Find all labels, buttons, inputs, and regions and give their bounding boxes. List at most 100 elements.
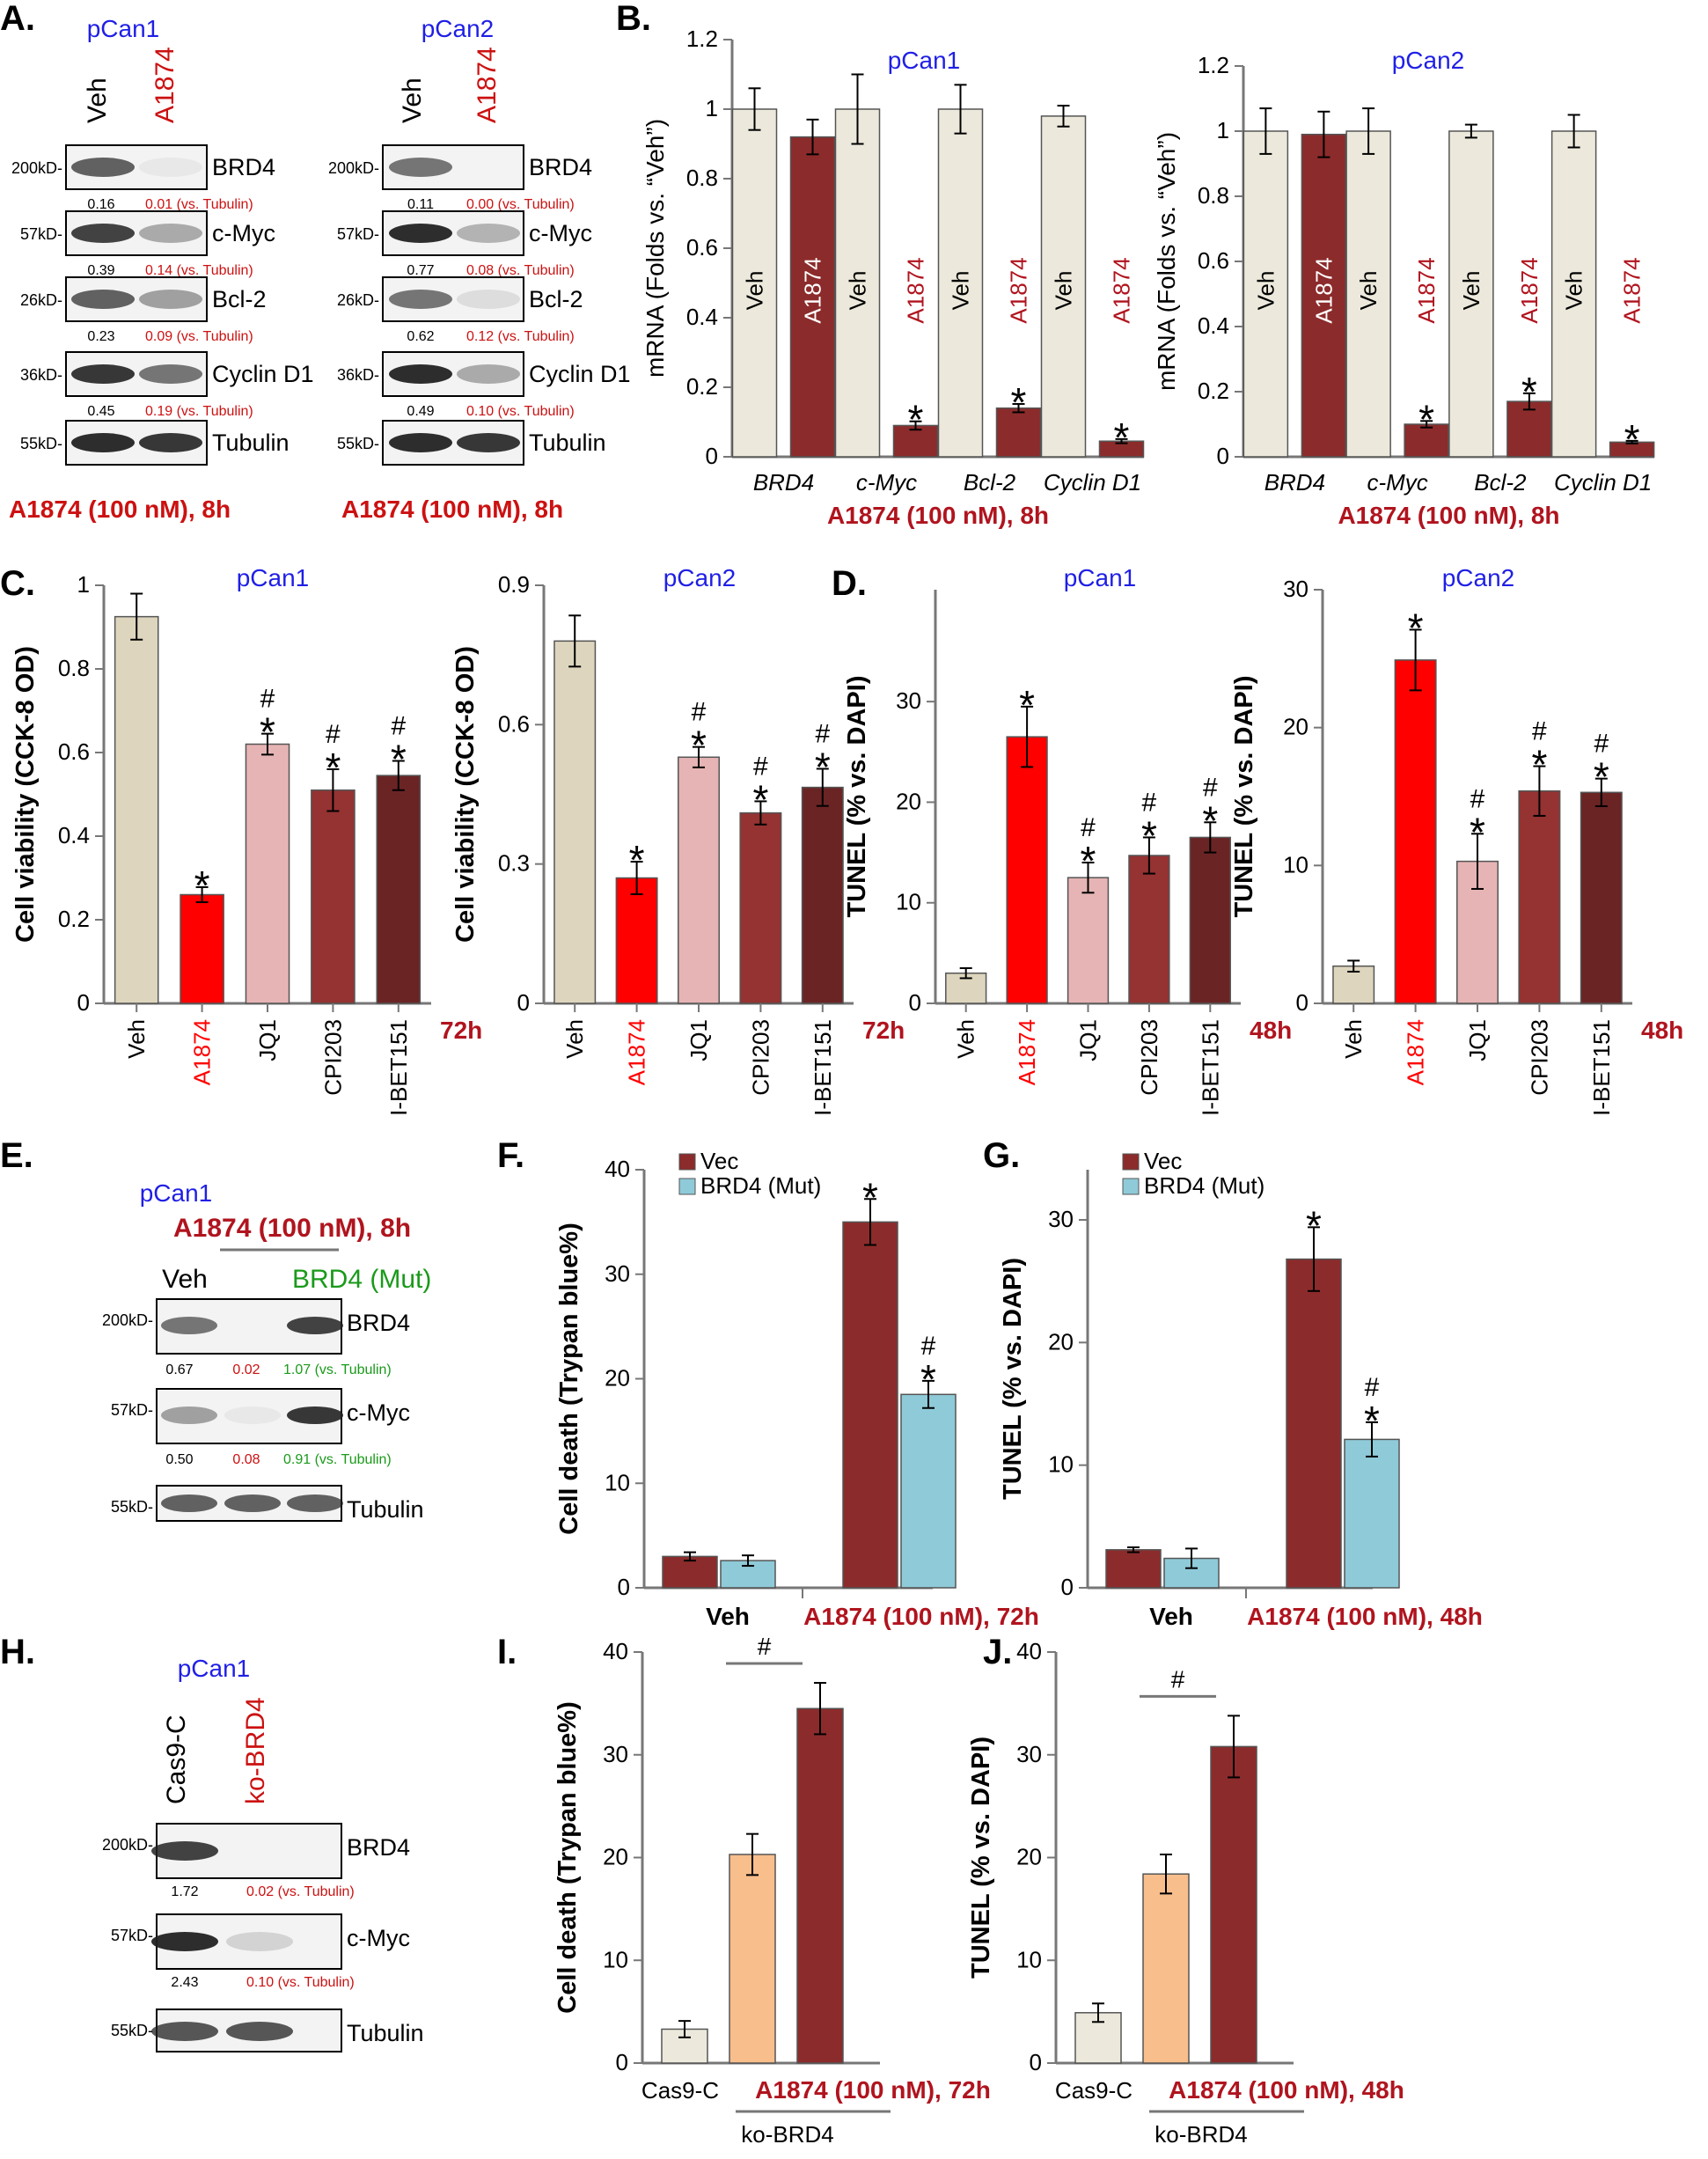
y-tick-label: 30 <box>603 1741 628 1767</box>
y-tick-label: 30 <box>605 1260 630 1287</box>
quant-value: 0.50 <box>165 1452 193 1467</box>
x-axis-title: A1874 (100 nM), 8h <box>1338 502 1559 529</box>
panel-letter: H. <box>0 1633 35 1671</box>
y-axis-label: TUNEL (% vs. DAPI) <box>999 1258 1027 1500</box>
significance-hash: # <box>1171 1665 1185 1693</box>
y-tick-label: 0 <box>616 2049 628 2075</box>
y-tick-label: 1 <box>1217 117 1229 143</box>
blot-band <box>71 224 135 243</box>
bar <box>900 1393 957 1589</box>
y-axis-label: TUNEL (% vs. DAPI) <box>967 1737 995 1979</box>
bar <box>1518 789 1561 1004</box>
y-tick-label: 40 <box>1016 1638 1042 1664</box>
y-tick-label: 40 <box>605 1156 630 1182</box>
x-tick-label: A1874 <box>1403 1019 1429 1085</box>
y-tick-label: 1.2 <box>1198 52 1229 78</box>
y-tick-label: 20 <box>896 788 921 814</box>
blot-band <box>226 2022 293 2041</box>
time-label: 72h <box>862 1017 905 1044</box>
bar <box>1580 791 1623 1004</box>
quant-value: 0.62 <box>407 329 434 344</box>
y-tick-label: 0 <box>1030 2049 1042 2075</box>
bar-label: A1874 <box>1516 257 1543 323</box>
bar <box>1142 1873 1190 2064</box>
y-tick-label: 0.6 <box>686 234 718 261</box>
y-tick-label: 0 <box>1217 443 1229 469</box>
bar <box>842 1221 898 1589</box>
quant-value: 0.02 <box>232 1362 260 1377</box>
bar <box>114 615 159 1004</box>
mw-marker: 55kD- <box>20 435 62 452</box>
y-axis-label: Cell death (Trypan blue%) <box>555 1223 583 1535</box>
significance-hash: # <box>1365 1373 1380 1402</box>
blot-title: pCan2 <box>422 15 495 42</box>
bar <box>1404 423 1449 458</box>
blot-band <box>151 1932 218 1951</box>
x-tick-label: CPI203 <box>1526 1019 1552 1096</box>
lane-label: Veh <box>162 1265 208 1294</box>
bar-label: A1874 <box>1310 257 1337 323</box>
y-tick-label: 30 <box>1016 1741 1042 1767</box>
x-tick-label: CPI203 <box>747 1019 773 1096</box>
blot-band <box>139 433 202 452</box>
x-tick-label: BRD4 <box>1265 469 1325 496</box>
blot-band <box>139 364 202 384</box>
significance-hash: # <box>758 1633 772 1660</box>
significance-star: * <box>194 863 210 908</box>
panel-letter: J. <box>983 1633 1012 1671</box>
x-tick-label: A1874 <box>624 1019 650 1085</box>
y-tick-label: 20 <box>1016 1844 1042 1870</box>
mw-marker: 55kD- <box>111 1498 153 1516</box>
bar <box>376 775 422 1004</box>
quant-value: 0.23 <box>87 329 114 344</box>
blot-title: pCan1 <box>140 1179 213 1207</box>
y-tick-label: 0.4 <box>58 822 90 848</box>
bar <box>801 786 844 1004</box>
blot-band <box>287 1406 343 1424</box>
y-axis-label: TUNEL (% vs. DAPI) <box>843 675 871 917</box>
bar <box>1243 130 1289 458</box>
y-tick-label: 0 <box>706 443 718 469</box>
blot-band <box>457 364 520 384</box>
x-tick-label: JQ1 <box>685 1019 712 1061</box>
blot-band <box>161 1317 217 1334</box>
protein-label: c-Myc <box>347 1399 410 1426</box>
y-tick-label: 0.2 <box>686 373 718 400</box>
bar <box>796 1707 844 2064</box>
bar-label: A1874 <box>1619 257 1646 323</box>
quant-value: 0.00 (vs. Tubulin) <box>466 197 575 212</box>
blot-footer: A1874 (100 nM), 8h <box>9 496 231 523</box>
mw-marker: 55kD- <box>337 435 379 452</box>
blot-band <box>139 224 202 243</box>
quant-value: 0.09 (vs. Tubulin) <box>145 329 253 344</box>
significance-hash: # <box>815 719 830 748</box>
x-tick-label: BRD4 <box>753 469 814 496</box>
y-tick-label: 0.8 <box>58 655 90 681</box>
chart-title: pCan2 <box>1392 47 1465 74</box>
legend-label: BRD4 (Mut) <box>1144 1172 1265 1199</box>
significance-hash: # <box>1470 784 1485 813</box>
significance-hash: # <box>326 720 341 749</box>
significance-star: * <box>1521 369 1537 415</box>
protein-label: c-Myc <box>212 220 275 246</box>
significance-star: * <box>325 745 341 790</box>
x-tick-label: A1874 <box>189 1019 216 1085</box>
mw-marker: 36kD- <box>20 366 62 384</box>
blot-band <box>224 1406 281 1424</box>
y-axis-label: TUNEL (% vs. DAPI) <box>1230 675 1258 917</box>
bar <box>1105 1549 1162 1589</box>
blot-band <box>389 433 452 452</box>
chart-title: pCan1 <box>888 47 961 74</box>
mw-marker: 26kD- <box>20 291 62 309</box>
y-axis-label: Cell death (Trypan blue%) <box>553 1701 582 2014</box>
significance-star: * <box>920 1356 936 1402</box>
y-tick-label: 30 <box>896 687 921 714</box>
x-tick-label: Veh <box>1340 1019 1367 1059</box>
quant-value: 0.39 <box>87 263 114 278</box>
x-tick-label: Bcl-2 <box>1474 469 1527 496</box>
y-tick-label: 10 <box>896 889 921 915</box>
significance-star: * <box>1141 812 1157 858</box>
y-tick-label: 30 <box>1048 1206 1074 1232</box>
x-tick-label: Veh <box>1149 1603 1193 1630</box>
